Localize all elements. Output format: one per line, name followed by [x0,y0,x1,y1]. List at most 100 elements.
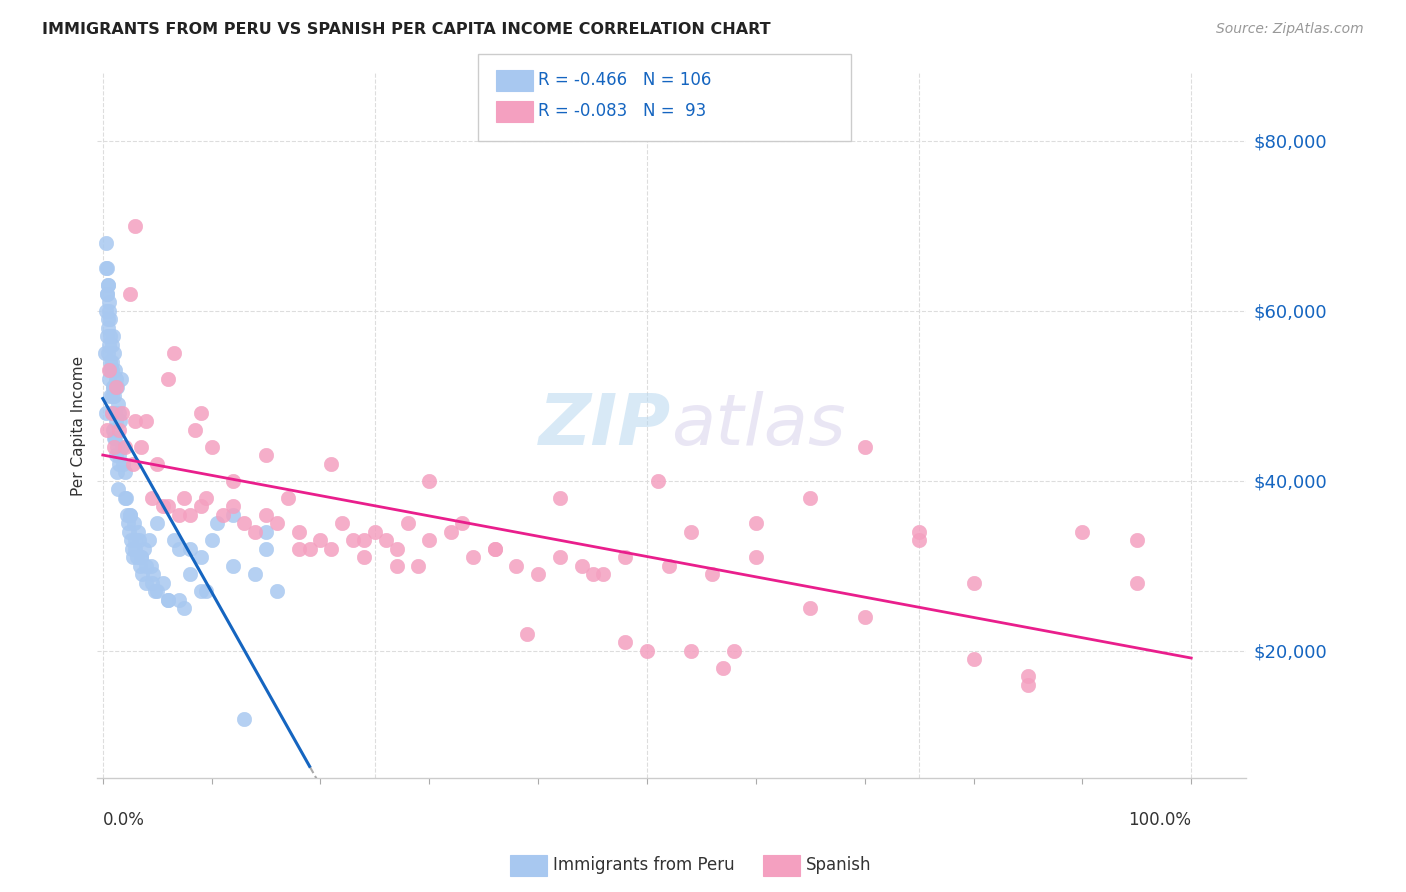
Point [114,440,136,454]
Point [702,567,724,582]
Point [581,567,603,582]
Point [962,576,984,591]
Point [157,593,180,607]
Point [353,550,375,565]
Point [484,541,506,556]
Point [94,235,117,250]
Point [94,346,117,360]
Point [103,346,125,360]
Point [146,457,169,471]
Point [152,500,174,514]
Point [100,406,122,420]
Point [195,491,218,505]
Point [98,372,121,386]
Point [243,524,266,539]
Point [157,372,180,386]
Text: Spanish: Spanish [806,856,872,874]
Point [167,541,190,556]
Point [97,312,120,326]
Point [451,516,474,531]
Point [100,355,122,369]
Point [179,508,201,522]
Point [122,550,145,565]
Point [287,524,309,539]
Point [96,261,118,276]
Point [114,491,136,505]
Point [201,533,224,548]
Point [120,533,142,548]
Point [167,508,190,522]
Point [104,372,127,386]
Point [527,567,550,582]
Point [418,533,440,548]
Point [614,550,637,565]
Point [146,584,169,599]
Point [440,524,463,539]
Text: atlas: atlas [672,392,846,460]
Point [100,355,122,369]
Point [142,567,165,582]
Point [592,567,614,582]
Point [309,533,332,548]
Point [135,559,157,574]
Point [222,559,245,574]
Point [94,304,117,318]
Point [321,457,343,471]
Point [104,363,127,377]
Point [105,440,128,454]
Point [139,559,162,574]
Point [115,508,138,522]
Point [108,406,131,420]
Point [105,380,128,394]
Point [658,559,681,574]
Point [233,516,256,531]
Point [167,593,190,607]
Point [128,559,150,574]
Point [516,627,538,641]
Point [104,406,127,420]
Point [96,423,118,437]
Point [98,363,121,377]
Point [254,508,277,522]
Point [104,415,127,429]
Text: Source: ZipAtlas.com: Source: ZipAtlas.com [1216,22,1364,37]
Point [108,457,131,471]
Point [103,406,125,420]
Point [636,644,658,658]
Point [195,584,218,599]
Point [114,466,136,480]
Point [342,533,364,548]
Point [117,516,139,531]
Point [129,440,152,454]
Point [222,500,245,514]
Point [571,559,593,574]
Point [298,541,321,556]
Point [396,516,419,531]
Point [98,295,121,310]
Point [287,541,309,556]
Point [114,491,136,505]
Point [103,432,125,446]
Point [614,635,637,649]
Point [152,576,174,591]
Point [243,567,266,582]
Point [179,541,201,556]
Point [418,474,440,488]
Point [353,533,375,548]
Point [141,576,163,591]
Point [104,432,127,446]
Point [124,219,146,233]
Point [108,415,131,429]
Point [157,593,180,607]
Point [98,304,121,318]
Point [173,491,195,505]
Point [461,550,484,565]
Point [124,516,146,531]
Text: ZIP: ZIP [540,392,672,460]
Point [124,415,146,429]
Text: R = -0.083   N =  93: R = -0.083 N = 93 [538,103,707,120]
Point [484,541,506,556]
Point [162,533,184,548]
Point [146,516,169,531]
Point [122,457,145,471]
